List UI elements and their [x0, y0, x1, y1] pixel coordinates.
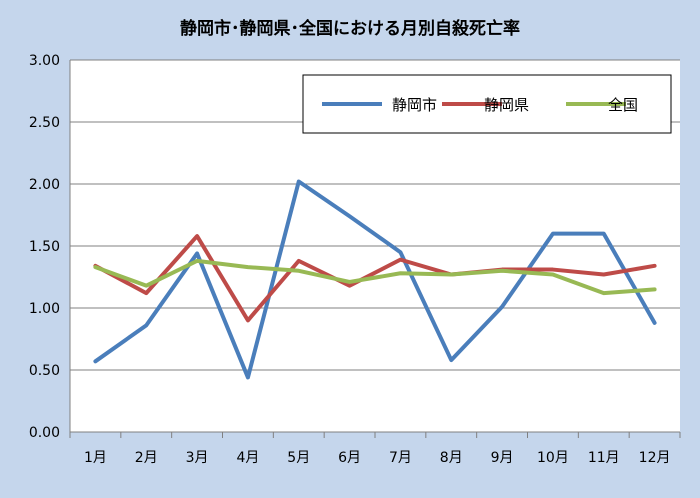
y-tick-label: 0.50 [29, 363, 60, 379]
y-tick-label: 1.00 [29, 301, 60, 317]
legend-label: 全国 [608, 96, 638, 114]
y-tick-label: 3.00 [29, 53, 60, 69]
x-tick-label: 9月 [491, 450, 514, 466]
x-tick-label: 6月 [338, 450, 361, 466]
series-line-2 [93, 234, 657, 323]
x-axis-ticks: 1月 2月 3月 4月 5月 6月 7月 8月 9月 10月 11月 12月 [69, 432, 681, 466]
y-tick-label: 2.00 [29, 177, 60, 193]
series-lines [93, 179, 657, 380]
legend-label: 静岡県 [484, 96, 529, 114]
legend-label: 静岡市 [392, 96, 437, 114]
x-tick-label: 3月 [186, 450, 209, 466]
x-tick-label: 1月 [84, 450, 107, 466]
chart-title: 静岡市･静岡県･全国における月別自殺死亡率 [180, 18, 520, 39]
x-tick-label: 2月 [135, 450, 158, 466]
x-tick-label: 7月 [389, 450, 412, 466]
x-tick-label: 5月 [287, 450, 310, 466]
y-tick-label: 2.50 [29, 115, 60, 131]
legend: 静岡市 静岡県 全国 [302, 74, 672, 134]
y-axis-ticks: 0.00 0.50 1.00 1.50 2.00 2.50 3.00 [29, 53, 60, 441]
y-tick-label: 0.00 [29, 425, 60, 441]
y-tick-label: 1.50 [29, 239, 60, 255]
x-tick-label: 11月 [588, 450, 620, 466]
x-tick-label: 8月 [440, 450, 463, 466]
x-tick-label: 12月 [639, 450, 671, 466]
x-tick-label: 10月 [537, 450, 569, 466]
series-line-3 [93, 258, 657, 296]
x-tick-label: 4月 [236, 450, 259, 466]
